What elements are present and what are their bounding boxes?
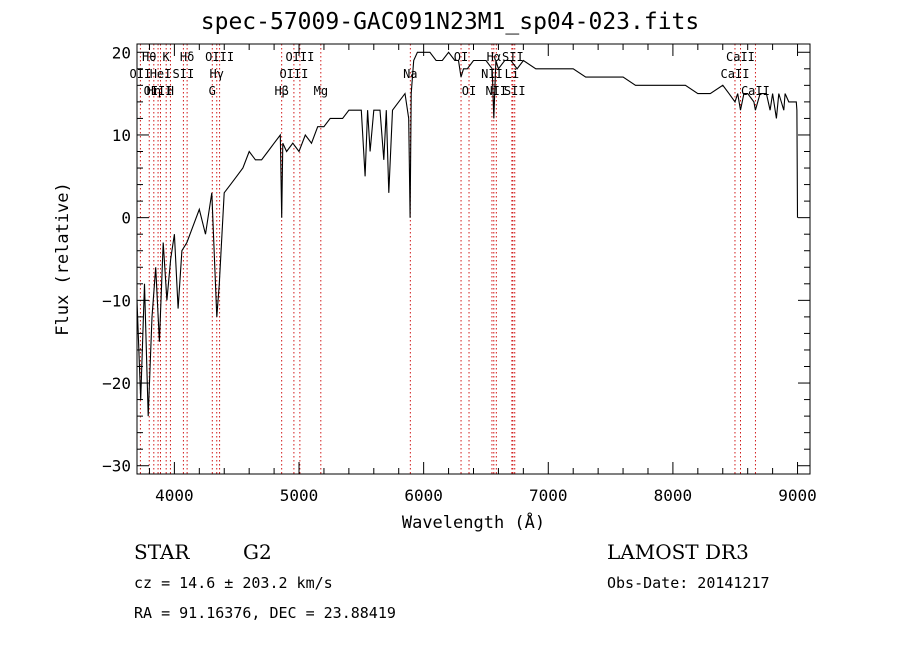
x-tick-label: 7000 — [529, 486, 568, 505]
line-label: Hδ — [180, 50, 194, 64]
y-tick-label: 0 — [121, 209, 131, 228]
line-label: G — [209, 84, 216, 98]
line-label: SII — [504, 84, 526, 98]
line-label: Hα — [487, 50, 501, 64]
line-label: CaII — [726, 50, 755, 64]
line-label: Mg — [314, 84, 328, 98]
spectrum-line — [137, 52, 798, 416]
y-tick-label: −30 — [102, 457, 131, 476]
line-label: OI — [454, 50, 468, 64]
x-tick-label: 4000 — [155, 486, 194, 505]
line-label: H — [167, 84, 174, 98]
object-class: STAR — [134, 540, 189, 564]
x-tick-label: 6000 — [404, 486, 443, 505]
line-label: OIII — [205, 50, 234, 64]
axis-ticks: 4000 5000 6000 7000 8000 9000 −30 −20 −10 0 10 20 — [102, 43, 817, 505]
plot-frame — [137, 44, 810, 474]
line-label: CaII — [721, 67, 750, 81]
line-label: OI — [462, 84, 476, 98]
object-subclass: G2 — [243, 540, 272, 564]
line-label: Na — [403, 67, 417, 81]
y-tick-label: −20 — [102, 374, 131, 393]
x-tick-label: 5000 — [280, 486, 319, 505]
line-label: SII — [173, 67, 195, 81]
spectral-line-markers — [140, 44, 755, 474]
line-label: HeI — [150, 67, 172, 81]
observation-date: Obs-Date: 20141217 — [607, 574, 770, 592]
x-axis-label: Wavelength (Å) — [402, 511, 545, 533]
x-tick-label: 8000 — [654, 486, 693, 505]
line-label: Hη — [147, 84, 161, 98]
x-tick-label: 9000 — [778, 486, 817, 505]
line-label: OIII — [279, 67, 308, 81]
line-label: SII — [502, 50, 524, 64]
line-label: OIII — [285, 50, 314, 64]
line-label: Hγ — [210, 67, 224, 81]
y-tick-label: 10 — [112, 126, 131, 145]
survey-name: LAMOST DR3 — [607, 540, 749, 564]
coordinates: RA = 91.16376, DEC = 23.88419 — [134, 604, 396, 622]
line-label: Hβ — [274, 84, 288, 98]
redshift-cz: cz = 14.6 ± 203.2 km/s — [134, 574, 333, 592]
y-tick-label: 20 — [112, 43, 131, 62]
line-label: CaII — [741, 84, 770, 98]
y-tick-label: −10 — [102, 291, 131, 310]
y-axis-label: Flux (relative) — [53, 182, 73, 336]
line-label: K — [163, 50, 171, 64]
